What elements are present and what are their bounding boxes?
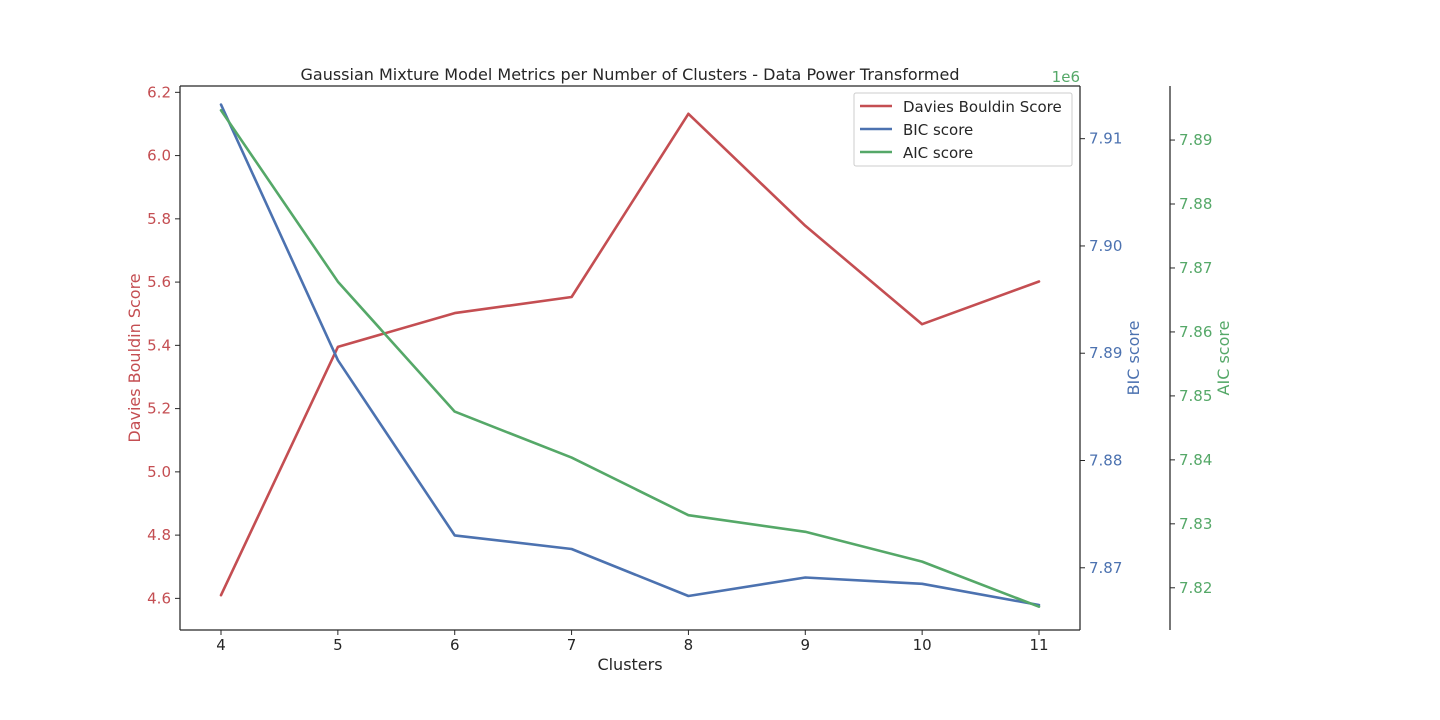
x-axis-label: Clusters [597, 655, 662, 674]
davies-bouldin-tick-label: 5.8 [147, 210, 171, 228]
x-tick-label: 7 [567, 636, 577, 654]
legend: Davies Bouldin Score BIC score AIC score [853, 92, 1073, 167]
davies-bouldin-tick-label: 5.2 [147, 400, 171, 418]
aic-tick-label: 7.87 [1179, 259, 1212, 277]
aic-tick-label: 7.86 [1179, 323, 1212, 341]
aic-tick-label: 7.84 [1179, 451, 1212, 469]
x-tick-label: 8 [684, 636, 694, 654]
davies-bouldin-tick-label: 5.0 [147, 463, 171, 481]
aic-line [219, 109, 1041, 609]
x-tick-label: 11 [1029, 636, 1048, 654]
bic-tick-label: 7.88 [1089, 452, 1122, 470]
davies-bouldin-tick-label: 5.4 [147, 336, 171, 354]
davies-bouldin-tick-label: 4.6 [147, 589, 171, 607]
bic-tick-label: 7.87 [1089, 559, 1122, 577]
x-tick-label: 4 [216, 636, 226, 654]
legend-label-bic: BIC score [903, 121, 973, 139]
bic-tick-label: 7.91 [1089, 130, 1122, 148]
davies-bouldin-tick-label: 5.6 [147, 273, 171, 291]
davies-bouldin-axis-label: Davies Bouldin Score [125, 273, 144, 442]
davies-bouldin-axis-ticks: 4.6 4.8 5.0 5.2 5.4 5.6 5.8 6.0 6.2 [147, 83, 180, 607]
aic-axis-label: AIC score [1214, 321, 1233, 396]
x-tick-label: 6 [450, 636, 460, 654]
aic-tick-label: 7.82 [1179, 579, 1212, 597]
davies-bouldin-line [219, 112, 1041, 597]
aic-axis-ticks: 7.82 7.83 7.84 7.85 7.86 7.87 7.88 7.89 [1170, 131, 1212, 597]
legend-label-aic: AIC score [903, 144, 973, 162]
chart-title: Gaussian Mixture Model Metrics per Numbe… [300, 65, 959, 84]
x-axis-ticks: 4 5 6 7 8 9 10 11 [216, 630, 1049, 654]
plot-frame [179, 85, 1171, 631]
davies-bouldin-tick-label: 6.2 [147, 83, 171, 101]
bic-axis-offset-text: 1e6 [1052, 68, 1080, 86]
bic-line [219, 103, 1041, 607]
bic-axis-label: BIC score [1124, 321, 1143, 396]
davies-bouldin-tick-label: 4.8 [147, 526, 171, 544]
legend-frame [853, 92, 1073, 167]
bic-axis-ticks: 7.87 7.88 7.89 7.90 7.91 [1080, 130, 1122, 577]
aic-tick-label: 7.88 [1179, 195, 1212, 213]
x-tick-label: 10 [913, 636, 932, 654]
aic-tick-label: 7.89 [1179, 131, 1212, 149]
x-tick-label: 5 [333, 636, 343, 654]
series-lines [219, 103, 1041, 609]
legend-label-davies-bouldin: Davies Bouldin Score [903, 98, 1062, 116]
aic-tick-label: 7.85 [1179, 387, 1212, 405]
bic-tick-label: 7.90 [1089, 237, 1122, 255]
aic-tick-label: 7.83 [1179, 515, 1212, 533]
x-tick-label: 9 [801, 636, 811, 654]
bic-tick-label: 7.89 [1089, 344, 1122, 362]
davies-bouldin-tick-label: 6.0 [147, 147, 171, 165]
